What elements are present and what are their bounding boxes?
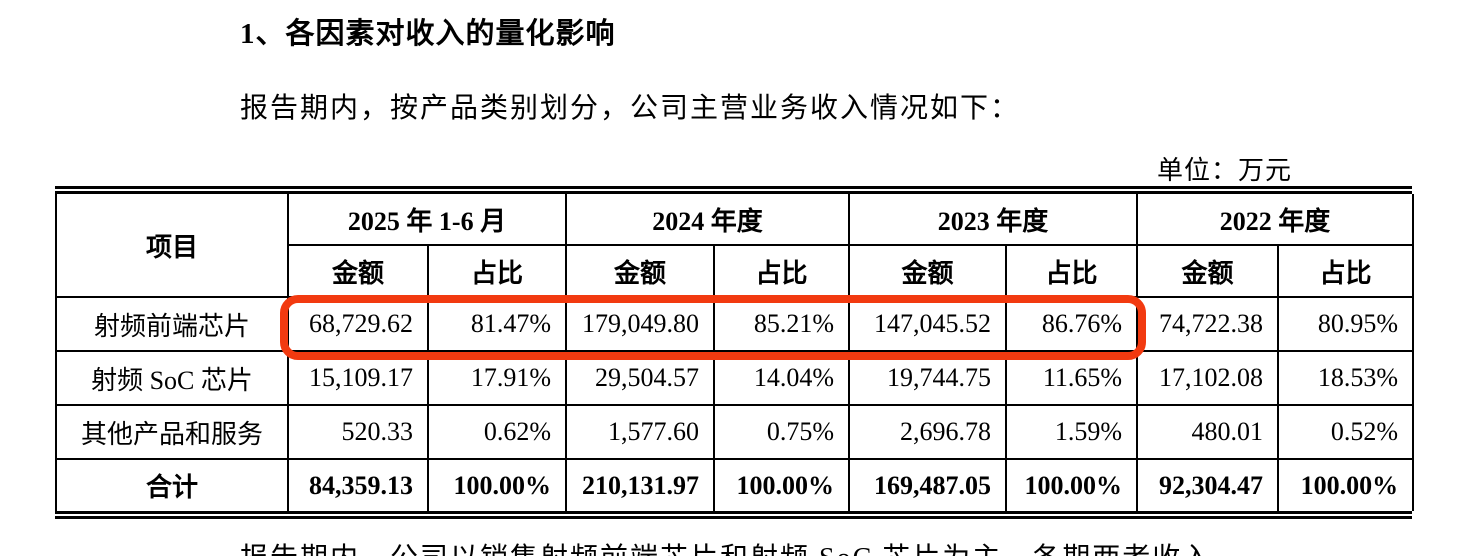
header-ratio: 占比 — [426, 244, 568, 298]
cell-amount-2025h1: 520.33 — [287, 404, 429, 460]
cell-amount-2025h1: 84,359.13 — [287, 458, 429, 511]
header-period-2023: 2023 年度 — [848, 194, 1139, 246]
cell-amount-2024: 179,049.80 — [565, 296, 716, 352]
cell-ratio-2025h1: 17.91% — [426, 350, 568, 406]
cell-ratio-2022: 18.53% — [1277, 350, 1415, 406]
header-item: 项目 — [55, 194, 289, 298]
cell-ratio-2023: 1.59% — [1005, 404, 1139, 460]
cell-amount-2022: 92,304.47 — [1136, 458, 1280, 511]
revenue-table-wrapper: 项目 2025 年 1-6 月 2024 年度 2023 年度 2022 年度 … — [55, 186, 1415, 519]
header-ratio: 占比 — [713, 244, 851, 298]
cell-amount-2023: 147,045.52 — [848, 296, 1008, 352]
cell-ratio-2022: 0.52% — [1277, 404, 1415, 460]
cell-ratio-2023: 11.65% — [1005, 350, 1139, 406]
section-heading: 1、各因素对收入的量化影响 — [240, 18, 616, 50]
cell-ratio-2025h1: 81.47% — [426, 296, 568, 352]
table-row-total: 合计 84,359.13 100.00% 210,131.97 100.00% … — [55, 458, 1415, 511]
intro-paragraph: 报告期内，按产品类别划分，公司主营业务收入情况如下： — [240, 93, 1021, 124]
cell-ratio-2024: 100.00% — [713, 458, 851, 511]
table-row-other-products: 其他产品和服务 520.33 0.62% 1,577.60 0.75% 2,69… — [55, 404, 1415, 460]
cell-amount-2024: 210,131.97 — [565, 458, 716, 511]
footer-paragraph-clipped: 报告期内，公司以销售射频前端芯片和射频 SoC 芯片为主，各期两者收入 — [240, 536, 1212, 556]
cell-ratio-2022: 100.00% — [1277, 458, 1415, 511]
header-period-2024: 2024 年度 — [565, 194, 851, 246]
cell-amount-2022: 480.01 — [1136, 404, 1280, 460]
cell-amount-2025h1: 68,729.62 — [287, 296, 429, 352]
header-ratio: 占比 — [1005, 244, 1139, 298]
header-amount: 金额 — [287, 244, 429, 298]
cell-ratio-2025h1: 100.00% — [426, 458, 568, 511]
header-amount: 金额 — [565, 244, 716, 298]
table-row-rf-soc: 射频 SoC 芯片 15,109.17 17.91% 29,504.57 14.… — [55, 350, 1415, 406]
cell-ratio-2023: 86.76% — [1005, 296, 1139, 352]
cell-amount-2022: 74,722.38 — [1136, 296, 1280, 352]
cell-amount-2024: 29,504.57 — [565, 350, 716, 406]
cell-ratio-2025h1: 0.62% — [426, 404, 568, 460]
table-header-periods: 项目 2025 年 1-6 月 2024 年度 2023 年度 2022 年度 — [55, 194, 1415, 298]
cell-ratio-2023: 100.00% — [1005, 458, 1139, 511]
header-ratio: 占比 — [1277, 244, 1415, 298]
revenue-table: 项目 2025 年 1-6 月 2024 年度 2023 年度 2022 年度 … — [55, 194, 1415, 511]
cell-amount-2025h1: 15,109.17 — [287, 350, 429, 406]
header-period-2022: 2022 年度 — [1136, 194, 1415, 246]
cell-amount-2023: 19,744.75 — [848, 350, 1008, 406]
header-period-2025h1: 2025 年 1-6 月 — [286, 194, 568, 246]
table-row-rf-frontend: 射频前端芯片 68,729.62 81.47% 179,049.80 85.21… — [55, 296, 1415, 352]
cell-ratio-2024: 14.04% — [713, 350, 851, 406]
row-label: 射频前端芯片 — [55, 296, 289, 352]
row-label-total: 合计 — [55, 458, 289, 511]
cell-ratio-2024: 85.21% — [713, 296, 851, 352]
row-label: 其他产品和服务 — [55, 404, 289, 460]
cell-amount-2024: 1,577.60 — [565, 404, 716, 460]
cell-ratio-2022: 80.95% — [1277, 296, 1415, 352]
cell-amount-2022: 17,102.08 — [1136, 350, 1280, 406]
cell-ratio-2024: 0.75% — [713, 404, 851, 460]
header-amount: 金额 — [1136, 244, 1280, 298]
cell-amount-2023: 169,487.05 — [848, 458, 1008, 511]
row-label: 射频 SoC 芯片 — [55, 350, 289, 406]
cell-amount-2023: 2,696.78 — [848, 404, 1008, 460]
header-amount: 金额 — [848, 244, 1008, 298]
unit-label: 单位：万元 — [1156, 156, 1292, 185]
